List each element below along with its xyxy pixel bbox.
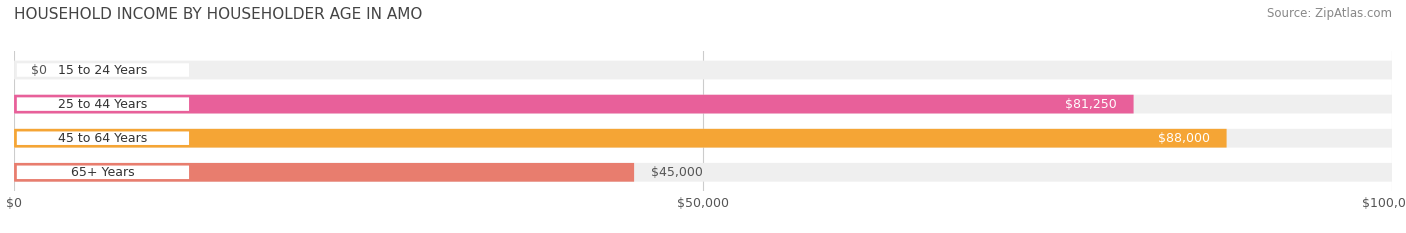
Text: 45 to 64 Years: 45 to 64 Years: [58, 132, 148, 145]
Text: HOUSEHOLD INCOME BY HOUSEHOLDER AGE IN AMO: HOUSEHOLD INCOME BY HOUSEHOLDER AGE IN A…: [14, 7, 422, 22]
Text: 65+ Years: 65+ Years: [72, 166, 135, 179]
Text: 25 to 44 Years: 25 to 44 Years: [58, 98, 148, 111]
Text: $0: $0: [31, 64, 46, 76]
FancyBboxPatch shape: [14, 129, 1226, 147]
FancyBboxPatch shape: [17, 63, 188, 77]
FancyBboxPatch shape: [14, 95, 1392, 113]
FancyBboxPatch shape: [14, 61, 1392, 79]
Text: $81,250: $81,250: [1066, 98, 1116, 111]
FancyBboxPatch shape: [14, 163, 634, 182]
FancyBboxPatch shape: [14, 95, 1133, 113]
Text: 15 to 24 Years: 15 to 24 Years: [58, 64, 148, 76]
FancyBboxPatch shape: [14, 129, 1392, 147]
Text: $88,000: $88,000: [1159, 132, 1211, 145]
FancyBboxPatch shape: [17, 97, 188, 111]
Text: $45,000: $45,000: [651, 166, 703, 179]
FancyBboxPatch shape: [14, 163, 1392, 182]
FancyBboxPatch shape: [17, 166, 188, 179]
Text: Source: ZipAtlas.com: Source: ZipAtlas.com: [1267, 7, 1392, 20]
FancyBboxPatch shape: [17, 131, 188, 145]
